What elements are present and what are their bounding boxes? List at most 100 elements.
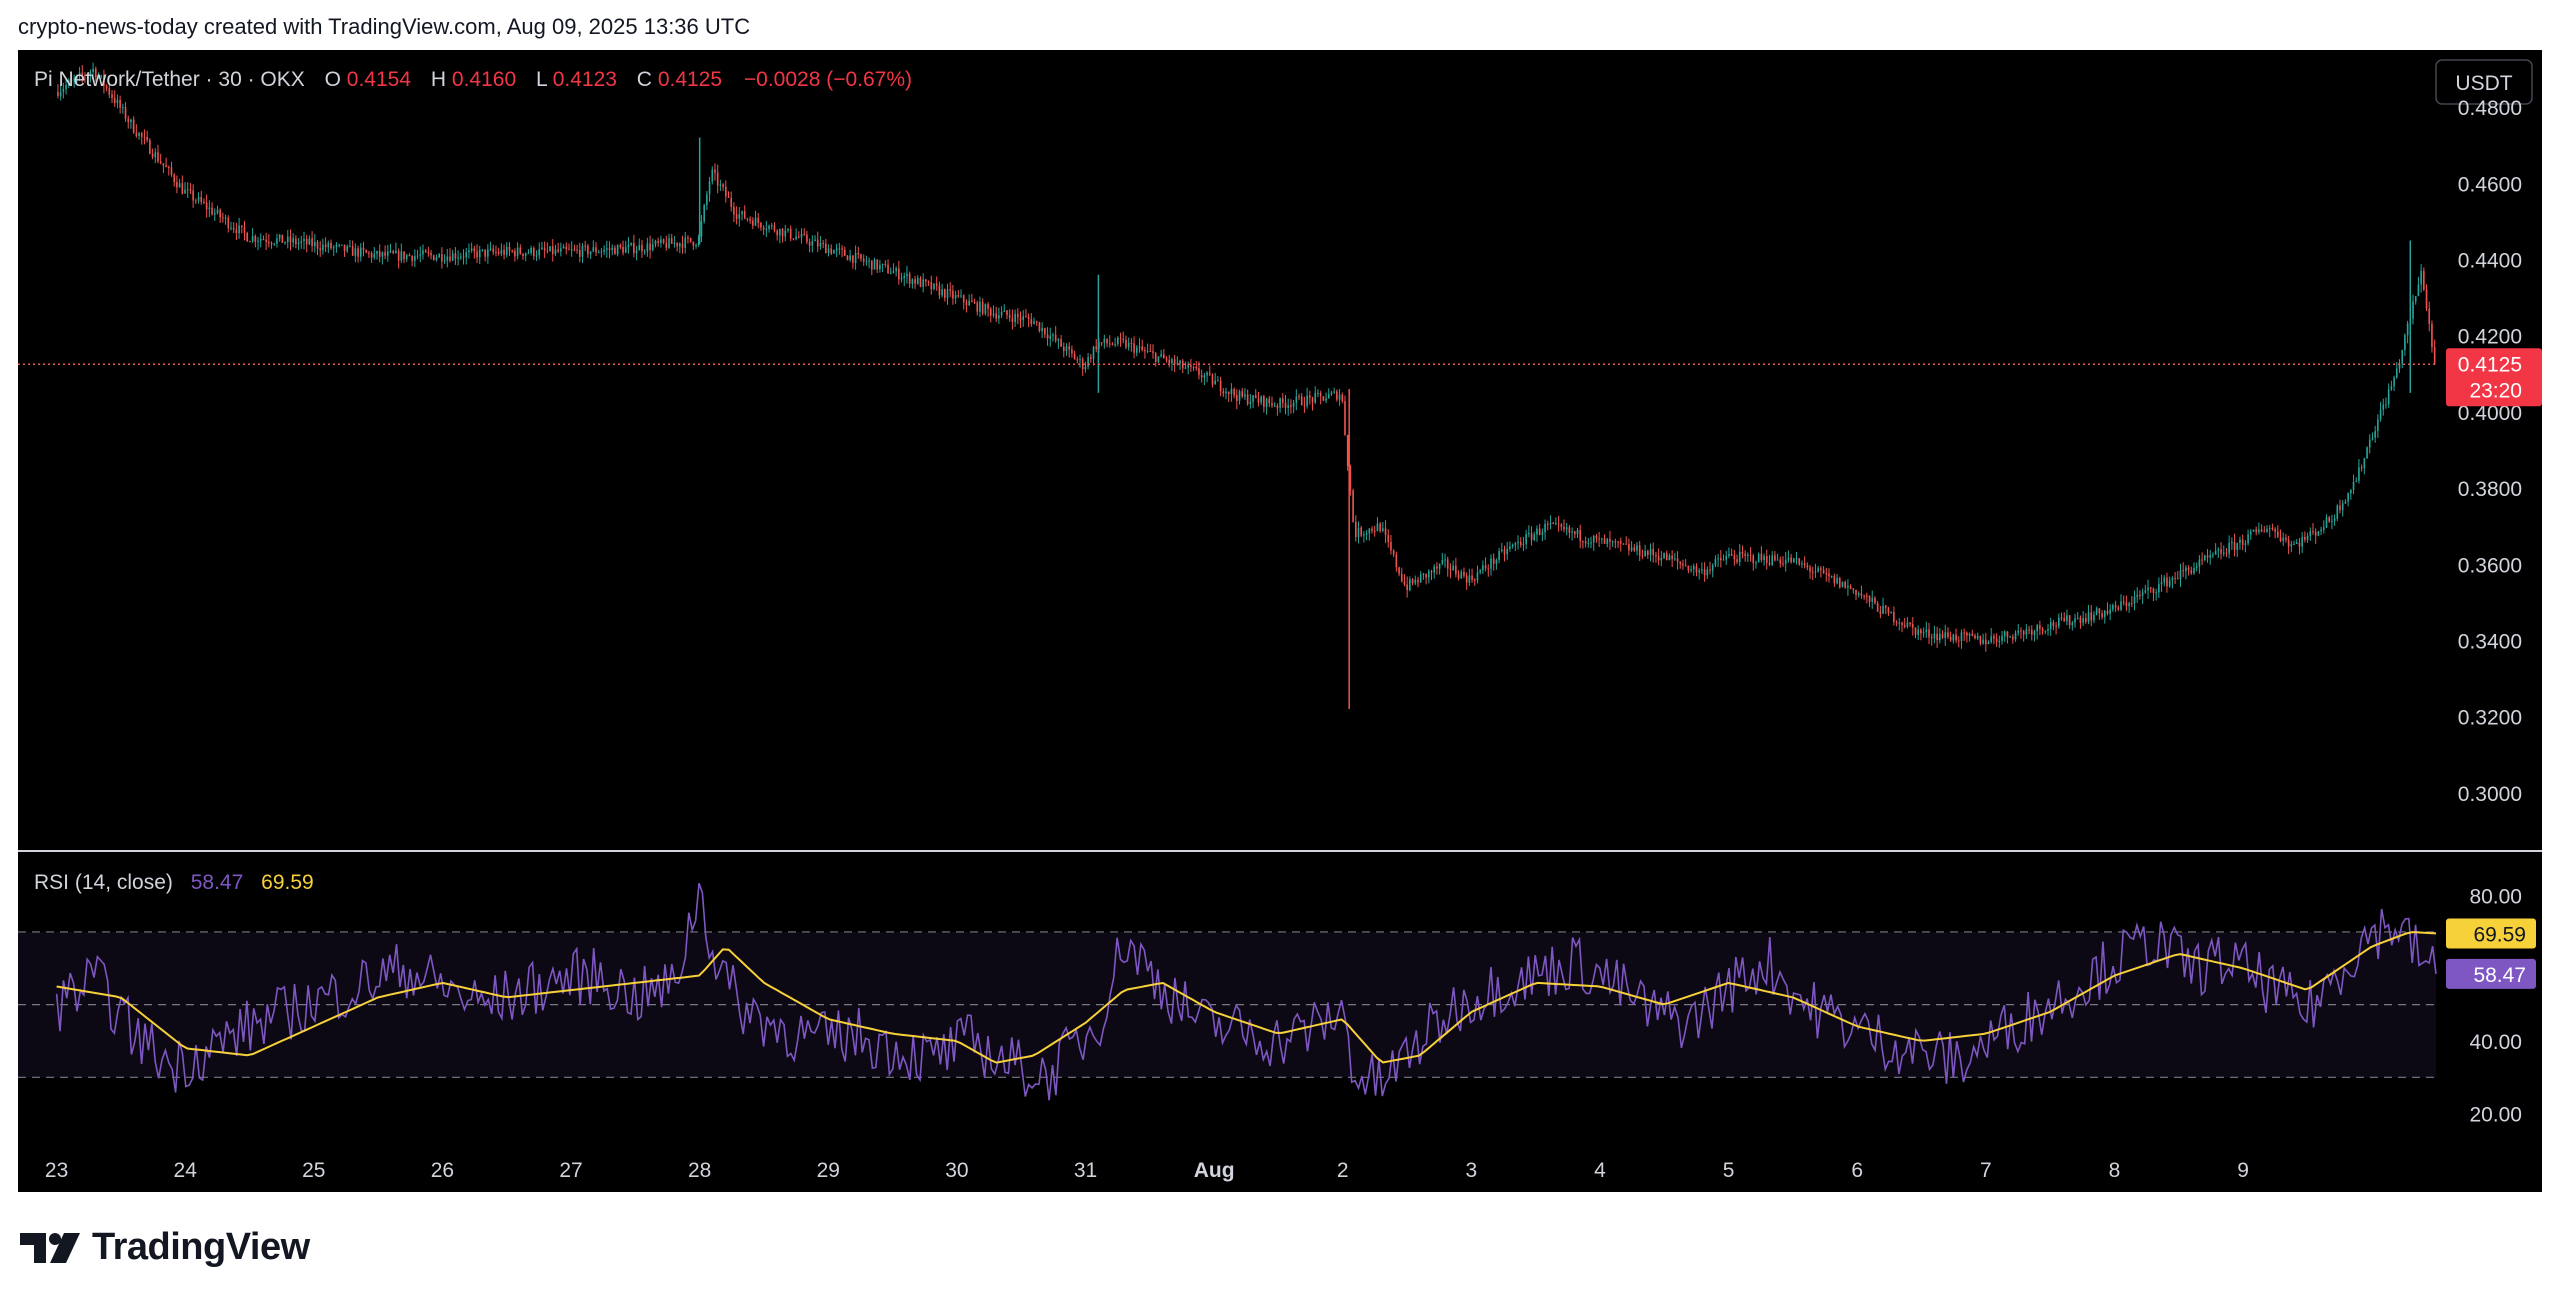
- candle: [1628, 538, 1630, 556]
- candle-body: [319, 248, 322, 251]
- candle-body: [57, 91, 59, 97]
- candle: [1314, 386, 1317, 404]
- candle-body: [1190, 364, 1192, 367]
- candle: [2122, 595, 2125, 606]
- candle: [1357, 521, 1360, 544]
- candle-body: [203, 201, 205, 203]
- price-axis-tick-label: 0.3800: [2458, 478, 2522, 501]
- price-axis-tick-label: 0.4600: [2458, 173, 2522, 196]
- candle-body: [1557, 523, 1560, 525]
- candle-body: [78, 72, 81, 76]
- candle: [1960, 629, 1963, 649]
- axes[interactable]: 0.48000.46000.44000.42000.40000.38000.36…: [45, 97, 2542, 1182]
- candle-body: [1771, 555, 1774, 565]
- candle: [1303, 396, 1306, 413]
- candle-body: [614, 247, 616, 255]
- candle: [608, 241, 611, 259]
- candle-body: [581, 245, 584, 257]
- rsi-pane[interactable]: [18, 882, 2437, 1101]
- candle: [203, 198, 205, 205]
- candle-body: [1457, 574, 1460, 579]
- candle: [606, 240, 608, 258]
- candle-body: [146, 136, 148, 141]
- candle: [1463, 567, 1465, 579]
- candle: [400, 243, 403, 263]
- candle: [119, 95, 121, 114]
- price-axis-tick-label: 0.3400: [2458, 630, 2522, 653]
- candle: [1536, 525, 1538, 542]
- candle: [1219, 376, 1222, 397]
- candle-body: [1208, 372, 1211, 375]
- candle: [1533, 531, 1536, 542]
- candle: [381, 251, 384, 265]
- candle-body: [2333, 518, 2336, 522]
- candle: [2193, 562, 2195, 575]
- candle: [1647, 549, 1649, 559]
- candle-body: [500, 249, 503, 254]
- candle: [730, 191, 733, 212]
- candle: [981, 298, 984, 316]
- candle: [170, 161, 173, 177]
- candle: [497, 247, 500, 256]
- candle-body: [627, 244, 630, 248]
- candle-body: [2144, 590, 2147, 593]
- candle-body: [297, 242, 300, 245]
- candle-body: [2220, 549, 2222, 554]
- candle-body: [343, 244, 346, 252]
- candle: [781, 227, 784, 243]
- currency-button[interactable]: USDT: [2435, 59, 2533, 105]
- tradingview-logo[interactable]: TradingView: [20, 1226, 310, 1269]
- candle: [576, 244, 578, 254]
- candle: [2066, 609, 2068, 626]
- candle: [825, 238, 827, 254]
- candle-body: [1300, 396, 1303, 406]
- candle-body: [754, 217, 757, 226]
- candle-body: [716, 172, 719, 186]
- candle-body: [1660, 558, 1663, 561]
- candle-body: [2206, 555, 2209, 558]
- candle: [2387, 383, 2390, 408]
- candle: [332, 245, 335, 256]
- candle: [989, 306, 992, 323]
- chart-frame[interactable]: Pi Network/Tether · 30 · OKX O 0.4154 H …: [18, 50, 2542, 1192]
- candle: [184, 182, 186, 194]
- candle-body: [181, 183, 184, 194]
- candle-body: [1984, 639, 1987, 645]
- candle: [1041, 322, 1043, 339]
- candle: [2255, 526, 2258, 536]
- candle-body: [1222, 391, 1225, 394]
- candle-body: [2412, 301, 2414, 319]
- candle-body: [898, 268, 900, 280]
- candle: [297, 237, 300, 251]
- candle-body: [2204, 555, 2206, 561]
- candle-body: [2214, 550, 2217, 555]
- candle-body: [1714, 559, 1717, 565]
- candle: [2385, 397, 2387, 409]
- candle-body: [492, 248, 495, 252]
- candle: [1052, 332, 1054, 342]
- candle: [1909, 622, 1911, 627]
- candle: [2187, 565, 2190, 576]
- candle-body: [1790, 557, 1792, 563]
- candle-body: [892, 271, 895, 274]
- candle-body: [706, 194, 708, 206]
- candle: [2057, 613, 2060, 629]
- candle-body: [62, 89, 65, 93]
- candle: [265, 232, 267, 251]
- chart-canvas[interactable]: Pi Network/Tether · 30 · OKX O 0.4154 H …: [18, 50, 2542, 1192]
- candle: [1071, 345, 1073, 358]
- candle: [105, 84, 108, 92]
- candle-body: [697, 236, 700, 246]
- candle: [1422, 572, 1425, 580]
- candle: [1452, 560, 1454, 571]
- candle-body: [2090, 612, 2093, 621]
- candle: [435, 254, 438, 262]
- candle: [541, 241, 543, 251]
- candle-body: [1528, 533, 1530, 535]
- candle-body: [727, 196, 730, 198]
- candle-body: [138, 133, 140, 136]
- candle-body: [324, 244, 327, 248]
- candle: [995, 306, 997, 323]
- price-pane[interactable]: [18, 62, 2436, 710]
- candle-body: [100, 75, 103, 77]
